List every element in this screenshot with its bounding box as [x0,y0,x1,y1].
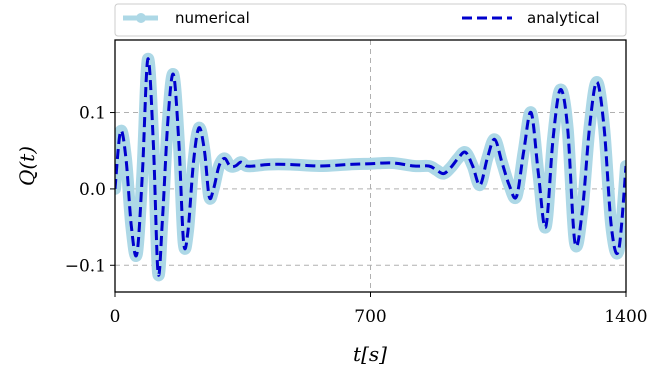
legend-numerical-marker [136,13,146,23]
y-tick-label: 0.1 [79,104,106,124]
legend-analytical-label: analytical [527,9,600,27]
x-tick-label: 700 [354,307,386,327]
legend: numerical analytical [114,3,627,37]
x-tick-label: 1400 [604,307,647,327]
y-axis-label: Q(t) [15,146,39,186]
x-axis-label: t[s] [353,342,387,366]
legend-numerical-label: numerical [175,9,250,27]
legend-box [114,3,627,37]
y-tick-label: 0.0 [79,180,106,200]
series-layer [115,53,626,282]
x-tick-label: 0 [110,307,121,327]
ticks: −0.1 0.0 0.1 0 700 1400 [65,104,648,327]
y-tick-label: −0.1 [65,256,106,276]
series-analytical-line [115,57,626,277]
